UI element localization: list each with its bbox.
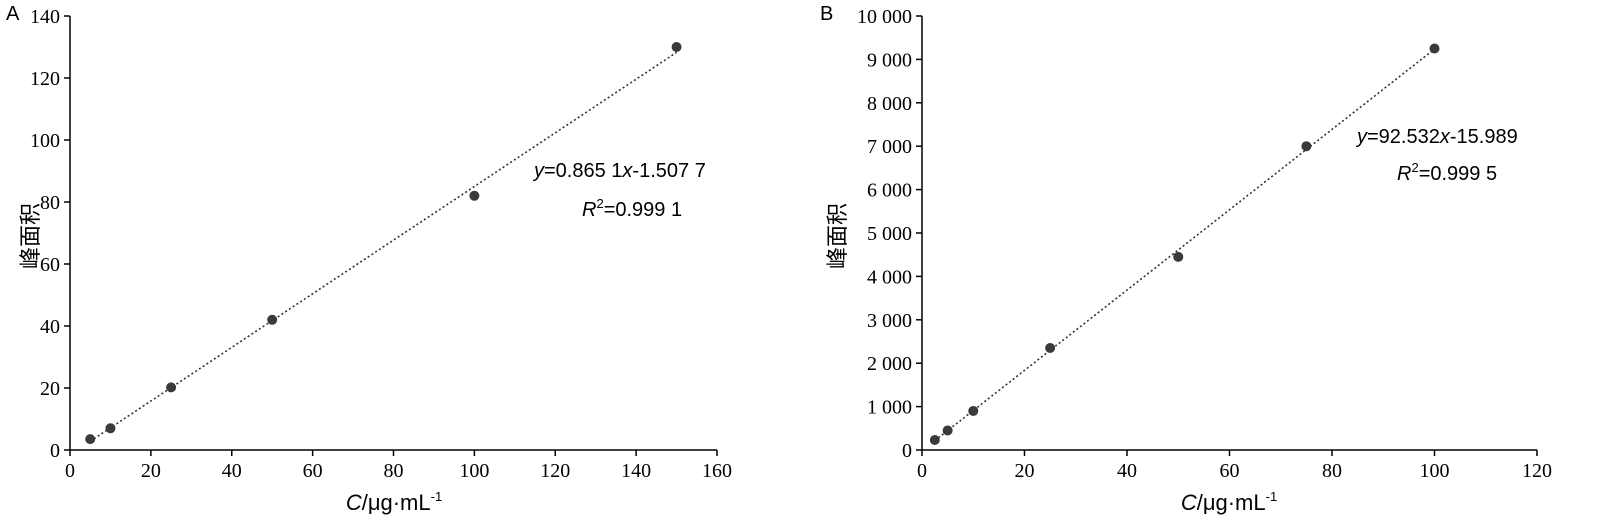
x-tick-label: 60	[1220, 460, 1240, 482]
panel-label: A	[6, 3, 20, 25]
x-tick-label: 140	[621, 460, 651, 482]
data-point	[267, 314, 278, 325]
data-point	[671, 42, 682, 52]
x-axis-label: C/μg·mL-1	[1181, 489, 1277, 515]
data-point	[929, 435, 940, 446]
r-symbol: R	[582, 199, 596, 221]
y-tick-label: 1 000	[867, 397, 912, 419]
panel-label: B	[820, 3, 833, 25]
y-tick-label: 60	[40, 254, 60, 276]
y-tick-label: 8 000	[867, 93, 912, 115]
data-point	[1173, 251, 1184, 262]
x-tick-label: 20	[141, 460, 161, 482]
x-axis-unit: /μg·mL	[362, 490, 431, 515]
x-axis-unit-exponent: -1	[1266, 489, 1278, 504]
y-tick-label: 7 000	[867, 136, 912, 158]
r-value: =0.999 1	[604, 199, 682, 221]
data-point	[469, 190, 480, 201]
r-symbol: R	[1397, 163, 1411, 185]
x-tick-label: 80	[1322, 460, 1342, 482]
data-point	[942, 425, 953, 436]
eq-x: x	[621, 160, 633, 182]
eq-slope: =0.865 1	[544, 160, 622, 182]
x-axis-unit: /μg·mL	[1197, 490, 1266, 515]
data-point	[1429, 43, 1440, 54]
eq-y: y	[532, 160, 545, 182]
r-squared: R2=0.999 1	[582, 196, 682, 221]
y-tick-label: 20	[40, 378, 60, 400]
y-tick-label: 120	[30, 68, 60, 90]
y-tick-label: 3 000	[867, 310, 912, 332]
panel-b: B 0 20 40 60 80 100 120 0 1 000 2 000 3 000 4 000 5 …	[820, 3, 1552, 515]
y-tick-label: 10 000	[857, 6, 912, 28]
r-exponent: 2	[1411, 160, 1418, 175]
x-tick-label: 100	[459, 460, 489, 482]
eq-slope: =92.532	[1367, 126, 1440, 148]
data-point	[1045, 343, 1056, 354]
y-tick-label: 80	[40, 192, 60, 214]
x-tick-label: 60	[303, 460, 323, 482]
x-tick-label: 120	[1522, 460, 1552, 482]
x-tick-label: 0	[65, 460, 75, 482]
x-tick-label: 160	[702, 460, 732, 482]
y-tick-label: 140	[30, 6, 60, 28]
x-tick-label: 20	[1015, 460, 1035, 482]
x-axis-label: C/μg·mL-1	[346, 489, 442, 515]
y-axis-label: 峰面积	[826, 203, 851, 269]
y-tick-label: 40	[40, 316, 60, 338]
y-tick-label: 0	[50, 440, 60, 462]
regression-line	[89, 51, 678, 442]
y-tick-label: 0	[902, 440, 912, 462]
x-tick-label: 40	[222, 460, 242, 482]
y-tick-label: 2 000	[867, 353, 912, 375]
y-tick-label: 100	[30, 130, 60, 152]
data-point	[968, 405, 979, 416]
eq-intercept: -15.989	[1450, 126, 1518, 148]
eq-y: y	[1355, 126, 1368, 148]
regression-equation: y=0.865 1x-1.507 7	[532, 160, 706, 182]
r-squared: R2=0.999 5	[1397, 160, 1497, 185]
x-tick-label: 40	[1117, 460, 1137, 482]
x-axis-variable: C	[346, 490, 362, 515]
y-tick-label: 4 000	[867, 266, 912, 288]
x-tick-label: 100	[1420, 460, 1450, 482]
x-tick-label: 80	[384, 460, 404, 482]
data-point	[85, 434, 96, 445]
eq-x: x	[1439, 126, 1451, 148]
eq-intercept: -1.507 7	[632, 160, 705, 182]
data-point	[166, 382, 177, 393]
regression-line	[934, 48, 1435, 442]
panel-a: A 0 20 40 60 80 100 120 140 160 0 20 40 60 80 100 120 14…	[6, 3, 732, 515]
x-axis-unit-exponent: -1	[431, 489, 443, 504]
data-point	[105, 423, 116, 434]
r-value: =0.999 5	[1419, 163, 1497, 185]
y-axis-label: 峰面积	[19, 203, 44, 269]
data-point	[1301, 141, 1312, 152]
r-exponent: 2	[596, 196, 603, 211]
regression-equation: y=92.532x-15.989	[1355, 126, 1518, 148]
x-tick-label: 120	[540, 460, 570, 482]
plot-area: 0 20 40 60 80 100 120 140 160 0 20 40 60 80 100 120 140	[30, 6, 732, 482]
x-tick-label: 0	[917, 460, 927, 482]
y-tick-label: 6 000	[867, 180, 912, 202]
plot-area: 0 20 40 60 80 100 120 0 1 000 2 000 3 000 4 000 5 00…	[857, 6, 1552, 482]
y-tick-label: 9 000	[867, 49, 912, 71]
x-axis-variable: C	[1181, 490, 1197, 515]
y-tick-label: 5 000	[867, 223, 912, 245]
